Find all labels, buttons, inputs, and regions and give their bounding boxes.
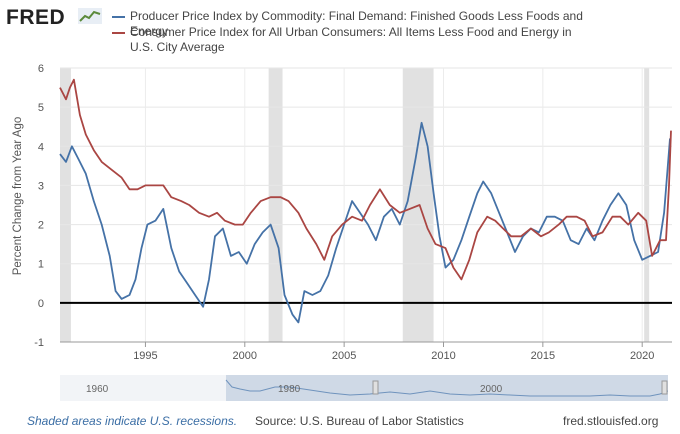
- legend-label-cpi-line1: Consumer Price Index for All Urban Consu…: [130, 25, 572, 39]
- x-tick-label-2015: 2015: [531, 350, 555, 362]
- y-tick-label-5: 5: [38, 102, 44, 114]
- y-axis-label: Percent Change from Year Ago: [12, 117, 24, 276]
- navigator-label-1960: 1960: [86, 384, 109, 395]
- recession-band-1: [268, 68, 283, 342]
- y-tick-label-2: 2: [38, 220, 44, 232]
- chart-header: FRED Producer Price Index by Commodity: …: [0, 0, 680, 62]
- y-tick-label-0: 0: [38, 298, 44, 310]
- legend-item-cpi[interactable]: Consumer Price Index for All Urban Consu…: [112, 25, 672, 55]
- fred-logo-graph-icon: [78, 8, 102, 24]
- legend-swatch-ppi: [112, 16, 125, 18]
- legend-label-ppi-line2: Energy: [130, 24, 169, 38]
- y-tick-label-6: 6: [38, 63, 44, 75]
- series-line-cpi: [59, 78, 672, 281]
- y-tick-label-4: 4: [38, 141, 44, 153]
- x-tick-label-2020: 2020: [630, 350, 654, 362]
- line-chart[interactable]: -1 0 1 2 3 4 5 6 1995 2000 2005 2010 2015 2020 Perce…: [0, 56, 680, 368]
- y-tick-labels: -1 0 1 2 3 4 5 6: [34, 63, 44, 349]
- recession-note: Shaded areas indicate U.S. recessions.: [27, 414, 238, 428]
- series-line-ppi: [59, 121, 671, 324]
- navigator-series-line: [225, 379, 668, 397]
- recession-band-0: [60, 68, 71, 342]
- y-tick-label-3: 3: [38, 180, 44, 192]
- x-tick-label-1995: 1995: [133, 350, 157, 362]
- recession-band-3: [644, 68, 650, 342]
- gridlines-layer: [60, 67, 672, 343]
- navigator-label-2000: 2000: [480, 384, 503, 395]
- navigator-handle-left[interactable]: [372, 380, 379, 395]
- x-tick-labels: 1995 2000 2005 2010 2015 2020: [60, 341, 672, 362]
- x-tick-label-2010: 2010: [431, 350, 455, 362]
- x-tick-label-2000: 2000: [233, 350, 257, 362]
- navigator-handle-right[interactable]: [661, 380, 668, 395]
- y-tick-label-1: 1: [38, 259, 44, 271]
- x-tick-label-2005: 2005: [332, 350, 356, 362]
- navigator-label-1980: 1980: [278, 384, 301, 395]
- y-tick-label--1: -1: [34, 337, 44, 349]
- time-range-navigator[interactable]: 1960 1980 2000: [60, 375, 668, 401]
- legend-item-ppi[interactable]: Producer Price Index by Commodity: Final…: [112, 9, 672, 39]
- site-link[interactable]: fred.stlouisfed.org: [563, 414, 659, 428]
- legend-label-ppi-line1: Producer Price Index by Commodity: Final…: [130, 9, 583, 23]
- series-layer: [59, 78, 672, 324]
- chart-footer: Shaded areas indicate U.S. recessions. S…: [0, 410, 680, 434]
- legend-label-cpi-line2: U.S. City Average: [130, 40, 225, 54]
- source-note: Source: U.S. Bureau of Labor Statistics: [255, 414, 464, 428]
- legend-swatch-cpi: [112, 32, 125, 34]
- fred-logo[interactable]: FRED: [6, 6, 66, 29]
